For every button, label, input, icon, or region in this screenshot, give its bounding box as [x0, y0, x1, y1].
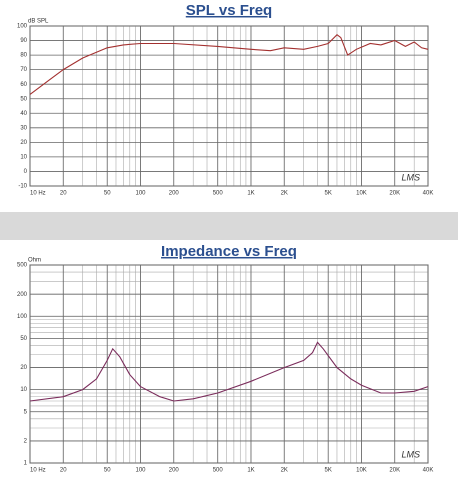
y-tick-label: 0: [24, 169, 28, 175]
x-tick-label: 100: [135, 468, 146, 474]
x-tick-label: 40K: [423, 468, 434, 474]
y-tick-label: 70: [20, 67, 27, 73]
y-tick-label: 2: [24, 438, 28, 444]
y-tick-label: 500: [17, 263, 28, 269]
x-tick-label: 20: [60, 191, 67, 197]
y-tick-label: 20: [20, 140, 27, 146]
x-tick-label: 1K: [247, 191, 254, 197]
plot-area: [29, 264, 429, 464]
x-tick-label: 200: [169, 191, 180, 197]
annotation: LMS: [401, 449, 420, 459]
y-tick-label: 90: [20, 38, 27, 44]
y-tick-label: 20: [20, 365, 27, 371]
x-tick-label: 10 Hz: [30, 191, 46, 197]
y-axis-label: dB SPL: [28, 19, 49, 25]
y-tick-label: 100: [17, 314, 28, 320]
x-tick-label: 20K: [389, 191, 400, 197]
x-tick-label: 500: [213, 191, 224, 197]
y-tick-label: 200: [17, 292, 28, 298]
x-tick-label: 2K: [281, 468, 288, 474]
x-tick-label: 10K: [356, 191, 367, 197]
chart-title: SPL vs Freq: [186, 2, 272, 19]
x-tick-label: 10K: [356, 468, 367, 474]
x-tick-label: 200: [169, 468, 180, 474]
y-tick-label: 50: [20, 96, 27, 102]
y-tick-label: -10: [18, 184, 27, 190]
x-tick-label: 20K: [389, 468, 400, 474]
y-tick-label: 40: [20, 111, 27, 117]
separator: [0, 212, 458, 240]
x-tick-label: 40K: [423, 191, 434, 197]
annotation: LMS: [401, 172, 420, 182]
chart-title: Impedance vs Freq: [161, 243, 297, 260]
y-tick-label: 50: [20, 336, 27, 342]
x-tick-label: 20: [60, 468, 67, 474]
x-tick-label: 1K: [247, 468, 254, 474]
y-axis-label: Ohm: [28, 258, 41, 264]
x-tick-label: 5K: [325, 191, 332, 197]
x-tick-label: 10 Hz: [30, 468, 46, 474]
y-tick-label: 80: [20, 53, 27, 59]
plot-area: [29, 25, 429, 187]
data-line: [29, 33, 429, 95]
y-tick-label: 100: [17, 24, 28, 30]
x-tick-label: 2K: [281, 191, 288, 197]
x-tick-label: 500: [213, 468, 224, 474]
y-tick-label: 10: [20, 154, 27, 160]
y-tick-label: 60: [20, 82, 27, 88]
y-tick-label: 5: [24, 409, 28, 415]
data-line: [29, 341, 429, 402]
x-tick-label: 100: [135, 191, 146, 197]
x-tick-label: 50: [104, 191, 111, 197]
x-tick-label: 5K: [325, 468, 332, 474]
y-tick-label: 30: [20, 125, 27, 131]
y-tick-label: 10: [20, 387, 27, 393]
x-tick-label: 50: [104, 468, 111, 474]
y-tick-label: 1: [24, 461, 28, 467]
